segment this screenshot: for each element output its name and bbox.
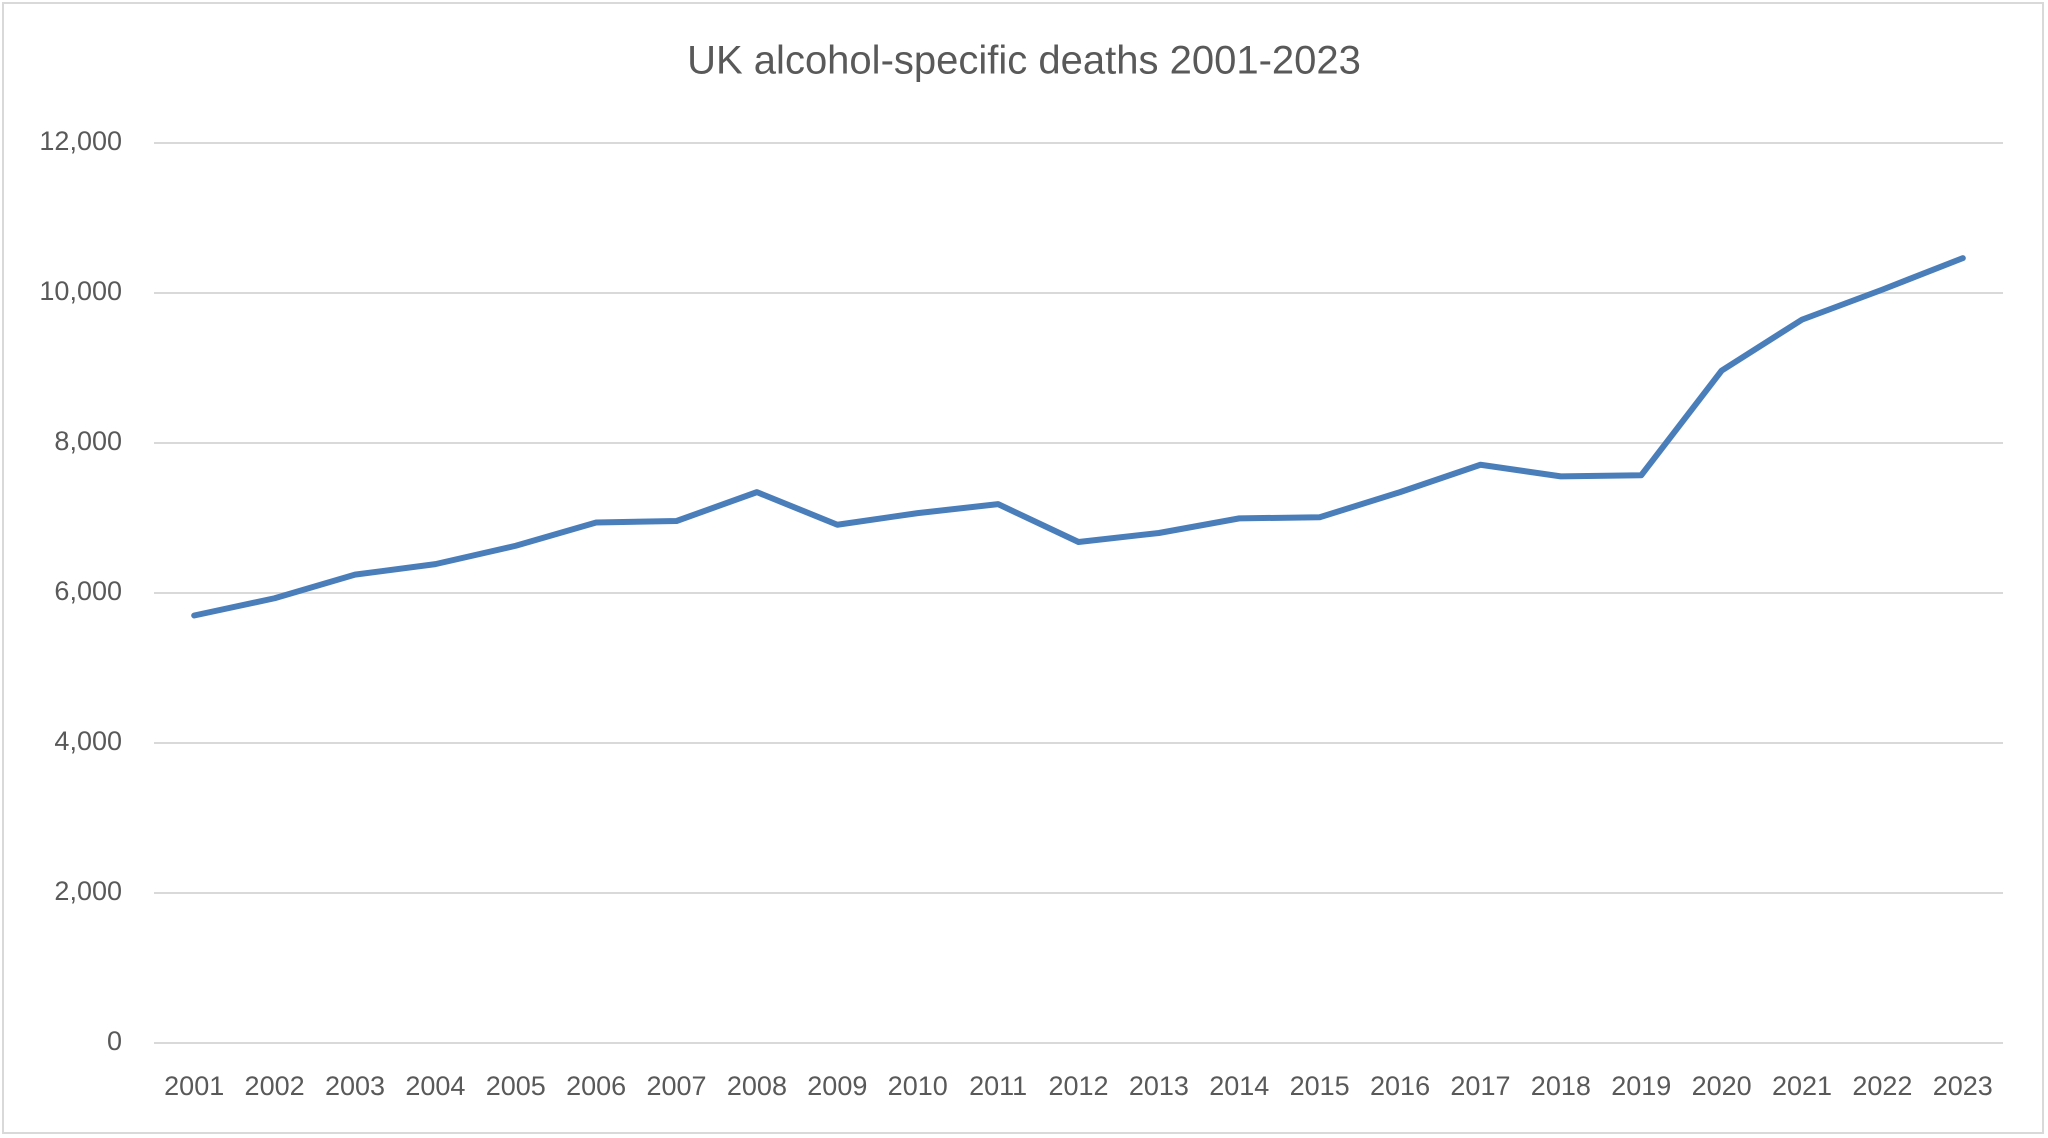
x-tick-label: 2023 [1933, 1071, 1993, 1101]
x-tick-label: 2015 [1290, 1071, 1350, 1101]
y-tick-label: 6,000 [54, 576, 122, 606]
y-tick-label: 2,000 [54, 876, 122, 906]
y-tick-label: 0 [107, 1026, 122, 1056]
y-tick-label: 8,000 [54, 426, 122, 456]
x-tick-label: 2002 [245, 1071, 305, 1101]
x-tick-label: 2003 [325, 1071, 385, 1101]
x-tick-label: 2010 [888, 1071, 948, 1101]
x-tick-label: 2018 [1531, 1071, 1591, 1101]
x-tick-label: 2011 [969, 1071, 1027, 1101]
y-tick-label: 4,000 [54, 726, 122, 756]
x-tick-label: 2021 [1772, 1071, 1832, 1101]
x-tick-label: 2006 [566, 1071, 626, 1101]
x-tick-label: 2012 [1048, 1071, 1108, 1101]
y-tick-label: 12,000 [39, 126, 122, 156]
x-tick-label: 2004 [405, 1071, 465, 1101]
x-tick-label: 2020 [1692, 1071, 1752, 1101]
x-tick-label: 2022 [1852, 1071, 1912, 1101]
data-line [191, 255, 1966, 619]
x-tick-label: 2014 [1209, 1071, 1269, 1101]
x-tick-label: 2016 [1370, 1071, 1430, 1101]
chart-title: UK alcohol-specific deaths 2001-2023 [687, 39, 1361, 83]
x-tick-label: 2019 [1611, 1071, 1671, 1101]
x-tick-label: 2008 [727, 1071, 787, 1101]
x-tick-label: 2001 [164, 1071, 224, 1101]
x-tick-label: 2009 [807, 1071, 867, 1101]
x-tick-label: 2017 [1450, 1071, 1510, 1101]
x-tick-label: 2013 [1129, 1071, 1189, 1101]
x-tick-label: 2007 [647, 1071, 707, 1101]
y-tick-label: 10,000 [39, 276, 122, 306]
x-tick-label: 2005 [486, 1071, 546, 1101]
